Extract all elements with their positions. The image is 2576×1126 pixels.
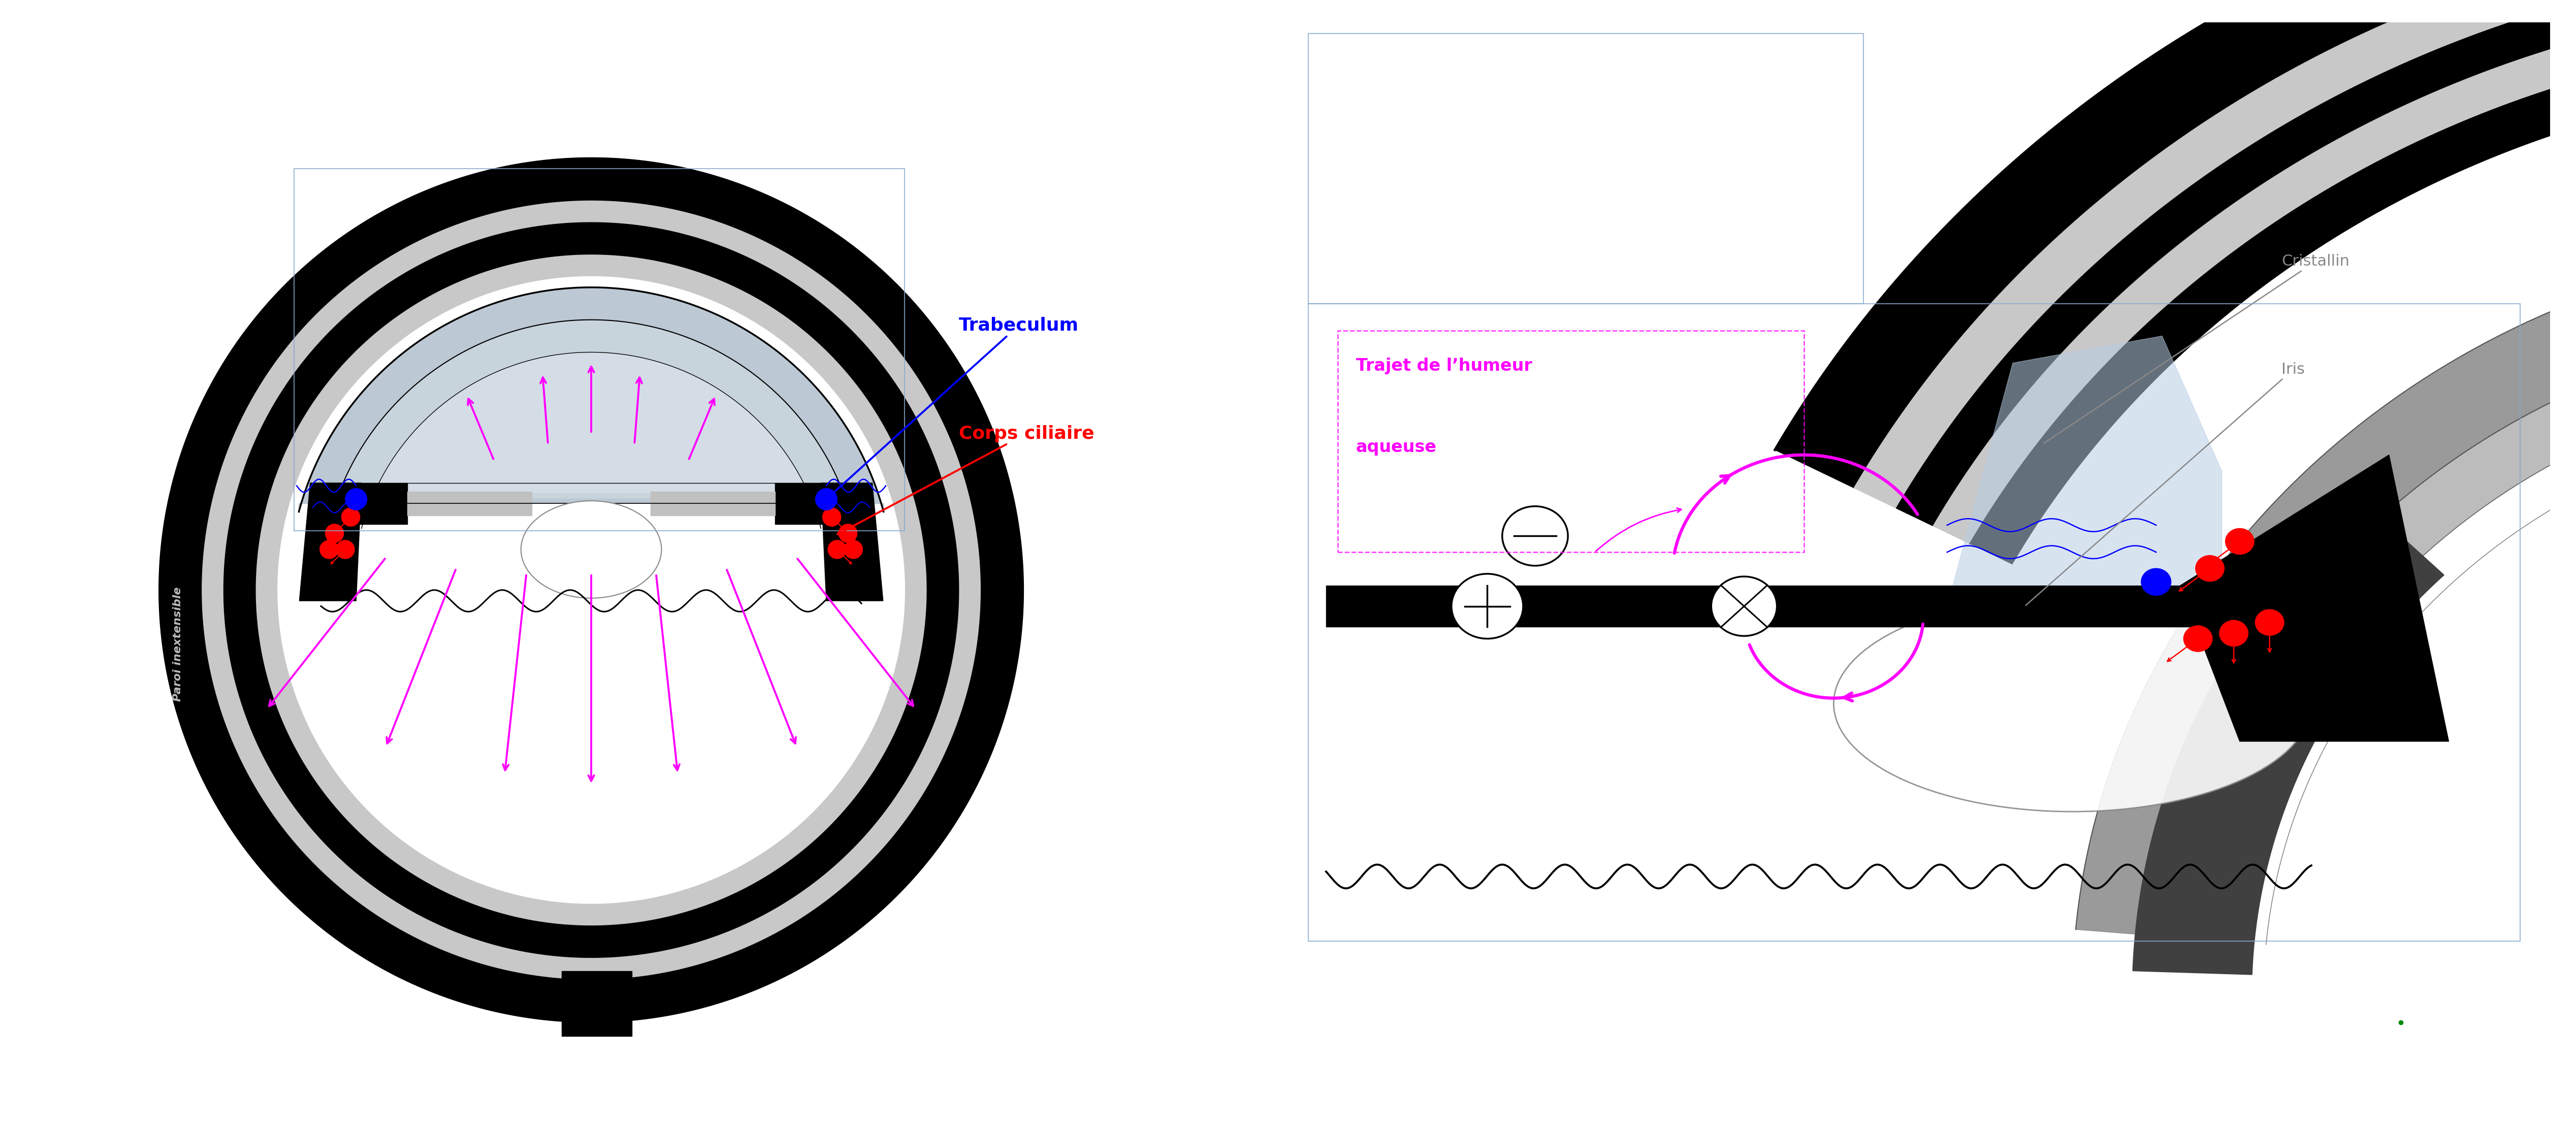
Polygon shape bbox=[361, 352, 822, 528]
Polygon shape bbox=[2164, 342, 2576, 941]
Polygon shape bbox=[224, 223, 958, 957]
Polygon shape bbox=[822, 483, 884, 601]
Circle shape bbox=[345, 489, 366, 510]
Polygon shape bbox=[2012, 77, 2576, 941]
Circle shape bbox=[817, 489, 837, 510]
Polygon shape bbox=[1932, 0, 2576, 544]
Circle shape bbox=[319, 540, 337, 558]
Polygon shape bbox=[309, 483, 407, 524]
Polygon shape bbox=[201, 200, 981, 980]
Circle shape bbox=[325, 524, 343, 543]
Polygon shape bbox=[299, 287, 884, 511]
Polygon shape bbox=[2133, 499, 2445, 975]
Polygon shape bbox=[330, 320, 853, 520]
Circle shape bbox=[2221, 620, 2249, 646]
Circle shape bbox=[2141, 569, 2172, 596]
Polygon shape bbox=[1327, 586, 2221, 627]
Polygon shape bbox=[1775, 0, 2576, 488]
Text: Iris: Iris bbox=[2025, 363, 2306, 606]
Polygon shape bbox=[255, 254, 927, 926]
Circle shape bbox=[822, 508, 840, 526]
Circle shape bbox=[335, 540, 355, 558]
Polygon shape bbox=[1896, 0, 2576, 526]
Text: Paroi inextensible: Paroi inextensible bbox=[173, 587, 183, 701]
Text: aqueuse: aqueuse bbox=[1355, 439, 1437, 455]
Circle shape bbox=[1710, 577, 1777, 636]
Text: Cristallin: Cristallin bbox=[2043, 254, 2349, 444]
Polygon shape bbox=[1953, 336, 2221, 623]
Polygon shape bbox=[299, 483, 361, 601]
Polygon shape bbox=[1971, 34, 2576, 564]
Polygon shape bbox=[160, 158, 1023, 1022]
Circle shape bbox=[1502, 507, 1569, 565]
Circle shape bbox=[1450, 574, 1522, 638]
Text: Trajet de l’humeur: Trajet de l’humeur bbox=[1355, 358, 1533, 374]
Polygon shape bbox=[407, 492, 531, 516]
Polygon shape bbox=[2076, 265, 2576, 937]
Polygon shape bbox=[2179, 455, 2450, 741]
Polygon shape bbox=[278, 277, 904, 903]
Circle shape bbox=[2184, 626, 2213, 652]
Circle shape bbox=[2226, 528, 2254, 554]
Circle shape bbox=[2195, 555, 2223, 581]
Polygon shape bbox=[1855, 0, 2576, 508]
Circle shape bbox=[2254, 609, 2285, 635]
Circle shape bbox=[840, 524, 858, 543]
Circle shape bbox=[827, 540, 848, 558]
Text: Trabeculum: Trabeculum bbox=[829, 316, 1079, 497]
Ellipse shape bbox=[520, 501, 662, 598]
Circle shape bbox=[343, 508, 361, 526]
Polygon shape bbox=[562, 971, 631, 1036]
Polygon shape bbox=[652, 492, 775, 516]
Polygon shape bbox=[775, 483, 873, 524]
Ellipse shape bbox=[1834, 596, 2311, 812]
Circle shape bbox=[845, 540, 863, 558]
Text: Corps ciliaire: Corps ciliaire bbox=[837, 425, 1095, 534]
